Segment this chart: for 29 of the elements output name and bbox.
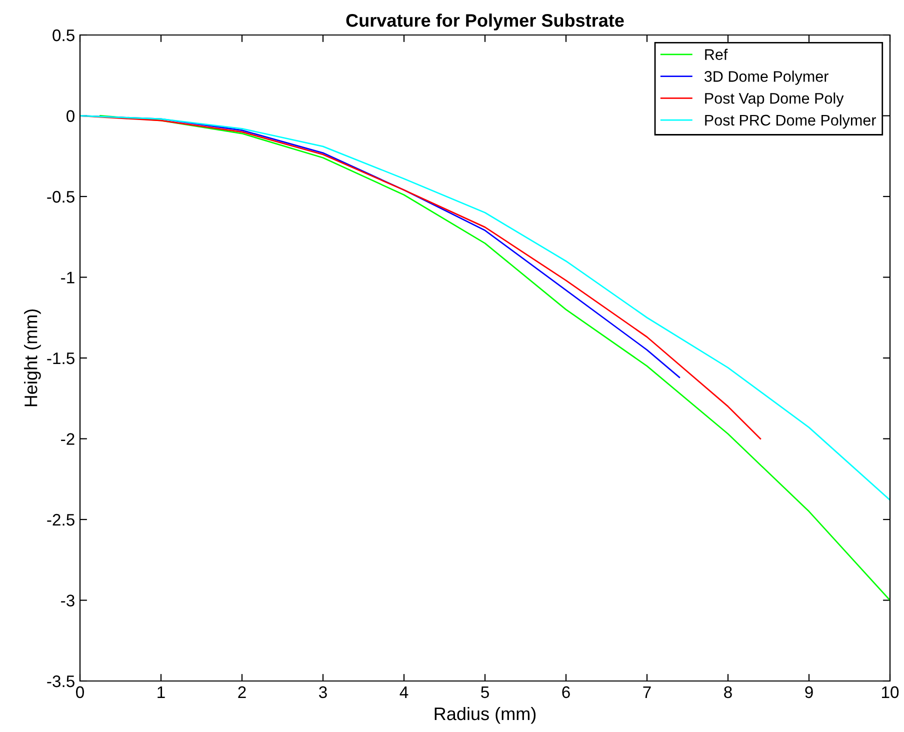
x-tick-label: 6 <box>562 686 570 698</box>
x-tick-label: 0 <box>76 686 84 698</box>
y-tick-label: -2.5 <box>47 514 74 526</box>
legend-label: Post PRC Dome Polymer <box>705 114 876 129</box>
x-tick-label: 7 <box>643 686 651 698</box>
x-tick-label: 1 <box>158 686 165 698</box>
y-tick-label: -3 <box>61 594 74 606</box>
y-tick-label: -1.5 <box>47 352 74 364</box>
y-tick-label: 0.5 <box>52 29 74 42</box>
x-tick-label: 8 <box>724 686 732 698</box>
line-series <box>100 115 890 601</box>
y-tick-label: -3.5 <box>47 675 74 688</box>
x-tick-label: 5 <box>481 686 489 698</box>
legend-label: Ref <box>705 48 728 60</box>
y-tick-label: 0 <box>66 110 74 122</box>
x-tick-label: 3 <box>319 686 327 698</box>
y-tick-label: -1 <box>61 272 74 284</box>
x-tick-label: 2 <box>238 686 246 698</box>
x-axis-title: Radius (mm) <box>434 706 536 724</box>
legend-label: Post Vap Dome Poly <box>705 92 844 107</box>
x-tick-label: 4 <box>400 686 408 698</box>
line-series <box>80 115 890 501</box>
y-axis-title: Height (mm) <box>24 309 41 406</box>
x-tick-label: 10 <box>882 686 899 698</box>
x-tick-label: 9 <box>805 686 813 698</box>
legend-label: 3D Dome Polymer <box>704 70 828 85</box>
y-tick-label: -0.5 <box>47 190 74 203</box>
chart-title: Curvature for Polymer Substrate <box>346 14 624 30</box>
y-tick-label: -2 <box>61 433 74 445</box>
